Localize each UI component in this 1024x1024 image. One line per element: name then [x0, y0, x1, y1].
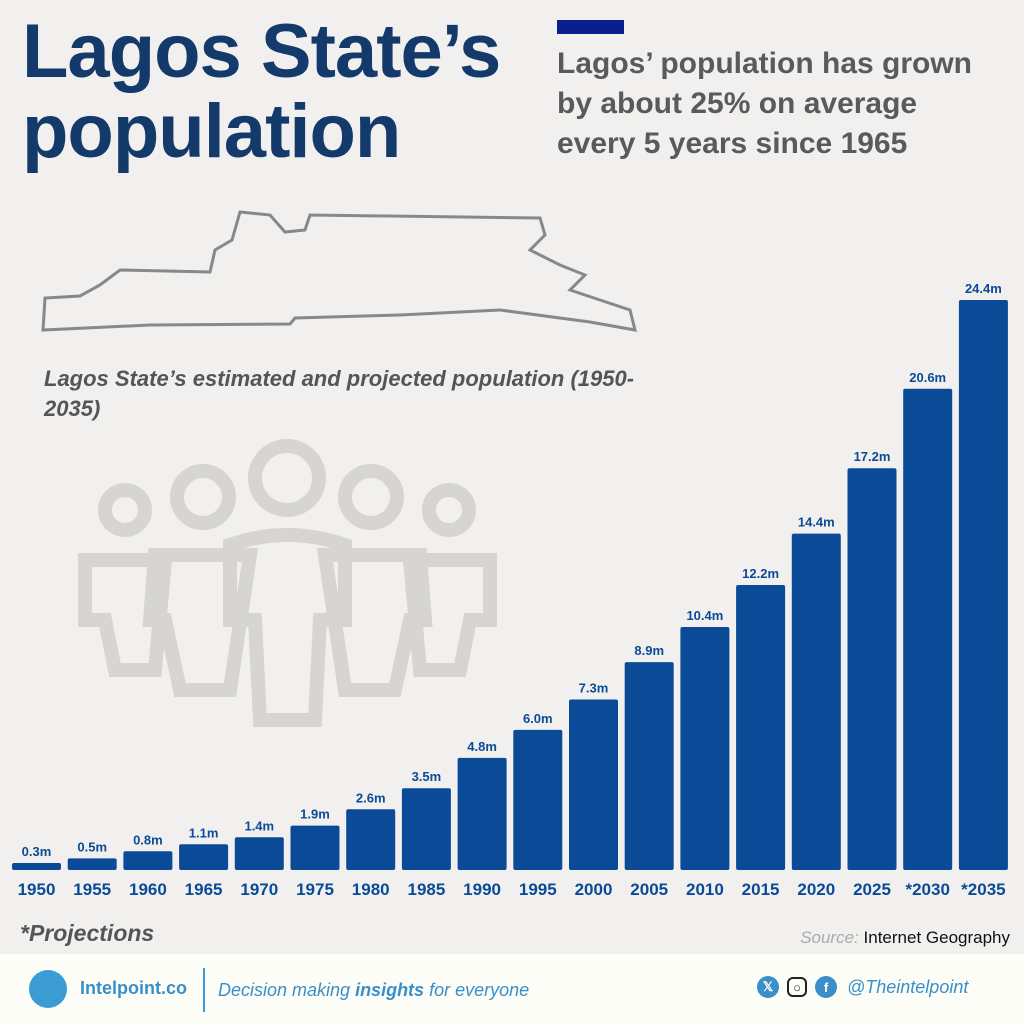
footer: Intelpoint.co Decision making insights f…: [0, 954, 1024, 1024]
divider: [203, 968, 205, 1012]
data-label: 17.2m: [854, 449, 891, 464]
data-label: 20.6m: [909, 370, 946, 385]
data-label: 3.5m: [412, 769, 442, 784]
x-tick-label: *2035: [961, 880, 1005, 899]
subtitle-line: by about 25% on average: [557, 87, 918, 120]
tagline-bold: insights: [355, 980, 425, 1000]
chart-title: Lagos State’s estimated and projected po…: [44, 366, 635, 421]
bar-1995: [513, 729, 563, 870]
x-tick-label: 1995: [519, 880, 557, 899]
data-label: 24.4m: [965, 281, 1002, 296]
source-value: Internet Geography: [863, 928, 1010, 947]
bar-1970: [234, 837, 284, 870]
x-tick-label: 2015: [742, 880, 780, 899]
bar-1965: [179, 844, 229, 870]
facebook-icon[interactable]: f: [815, 976, 837, 998]
tagline-text: for everyone: [424, 980, 530, 1000]
social-links: 𝕏 ○ f @Theintelpoint: [757, 976, 968, 998]
title-line-1: Lagos State’s: [22, 9, 501, 94]
x-tick-label: 1985: [407, 880, 445, 899]
instagram-icon[interactable]: ○: [787, 977, 807, 997]
data-label: 1.1m: [189, 825, 219, 840]
bar-*2030: [903, 388, 953, 870]
x-tick-label: 2025: [853, 880, 891, 899]
bar-2010: [680, 627, 730, 870]
bar-2000: [569, 699, 618, 870]
data-label: 8.9m: [634, 643, 664, 658]
data-label: 1.4m: [244, 818, 274, 833]
bar-1955: [67, 858, 117, 870]
data-label: 0.5m: [77, 839, 107, 854]
x-tick-label: 1970: [240, 880, 278, 899]
bar-1990: [457, 757, 507, 870]
data-label: 14.4m: [798, 515, 835, 530]
source-label: Source:: [800, 928, 859, 947]
x-tick-label: *2030: [905, 880, 949, 899]
x-tick-label: 1980: [352, 880, 390, 899]
x-tick-label: 1975: [296, 880, 334, 899]
subtitle-line: every 5 years since 1965: [557, 127, 908, 160]
x-tick-label: 2000: [575, 880, 613, 899]
bar-2020: [791, 533, 841, 870]
data-label: 0.3m: [22, 844, 52, 859]
bar-2025: [847, 468, 897, 870]
bar-1975: [290, 825, 340, 870]
x-tick-label: 1965: [185, 880, 223, 899]
brand-link[interactable]: Intelpoint.co: [80, 978, 187, 998]
x-tick-label: 1990: [463, 880, 501, 899]
source-note: Source: Internet Geography: [800, 928, 1010, 948]
bar-1985: [401, 788, 451, 870]
subtitle-line: Lagos’ population has grown: [557, 47, 973, 80]
bar-*2035: [958, 300, 1008, 870]
x-tick-label: 1955: [73, 880, 111, 899]
data-label: 6.0m: [523, 711, 553, 726]
x-tick-label: 2010: [686, 880, 724, 899]
bar-1980: [346, 809, 396, 870]
bar-1960: [123, 851, 173, 870]
data-label: 4.8m: [467, 739, 497, 754]
data-label: 12.2m: [742, 566, 779, 581]
page-title: Lagos State’s population: [22, 9, 501, 174]
x-tick-label: 2005: [630, 880, 668, 899]
data-label: 2.6m: [356, 790, 386, 805]
people-icon: [78, 439, 497, 727]
x-tick-label: 2020: [797, 880, 835, 899]
subtitle: Lagos’ population has grown by about 25% …: [557, 44, 972, 164]
data-label: 10.4m: [686, 608, 723, 623]
accent-bar: [557, 20, 624, 34]
bar-2015: [736, 585, 786, 870]
bar-2005: [624, 662, 674, 870]
tagline: Decision making insights for everyone: [218, 980, 529, 1001]
lagos-map-outline: [41, 210, 638, 332]
title-line-2: population: [22, 89, 401, 174]
data-label: 7.3m: [579, 680, 609, 695]
projections-note: *Projections: [20, 920, 155, 946]
tagline-text: Decision making: [218, 980, 356, 1000]
x-icon[interactable]: 𝕏: [757, 976, 779, 998]
x-tick-label: 1960: [129, 880, 167, 899]
data-label: 1.9m: [300, 807, 330, 822]
bar-1950: [12, 862, 61, 870]
social-handle[interactable]: @Theintelpoint: [847, 976, 969, 997]
x-tick-label: 1950: [18, 880, 56, 899]
data-label: 0.8m: [133, 832, 163, 847]
intelpoint-logo-icon[interactable]: [29, 970, 67, 1008]
